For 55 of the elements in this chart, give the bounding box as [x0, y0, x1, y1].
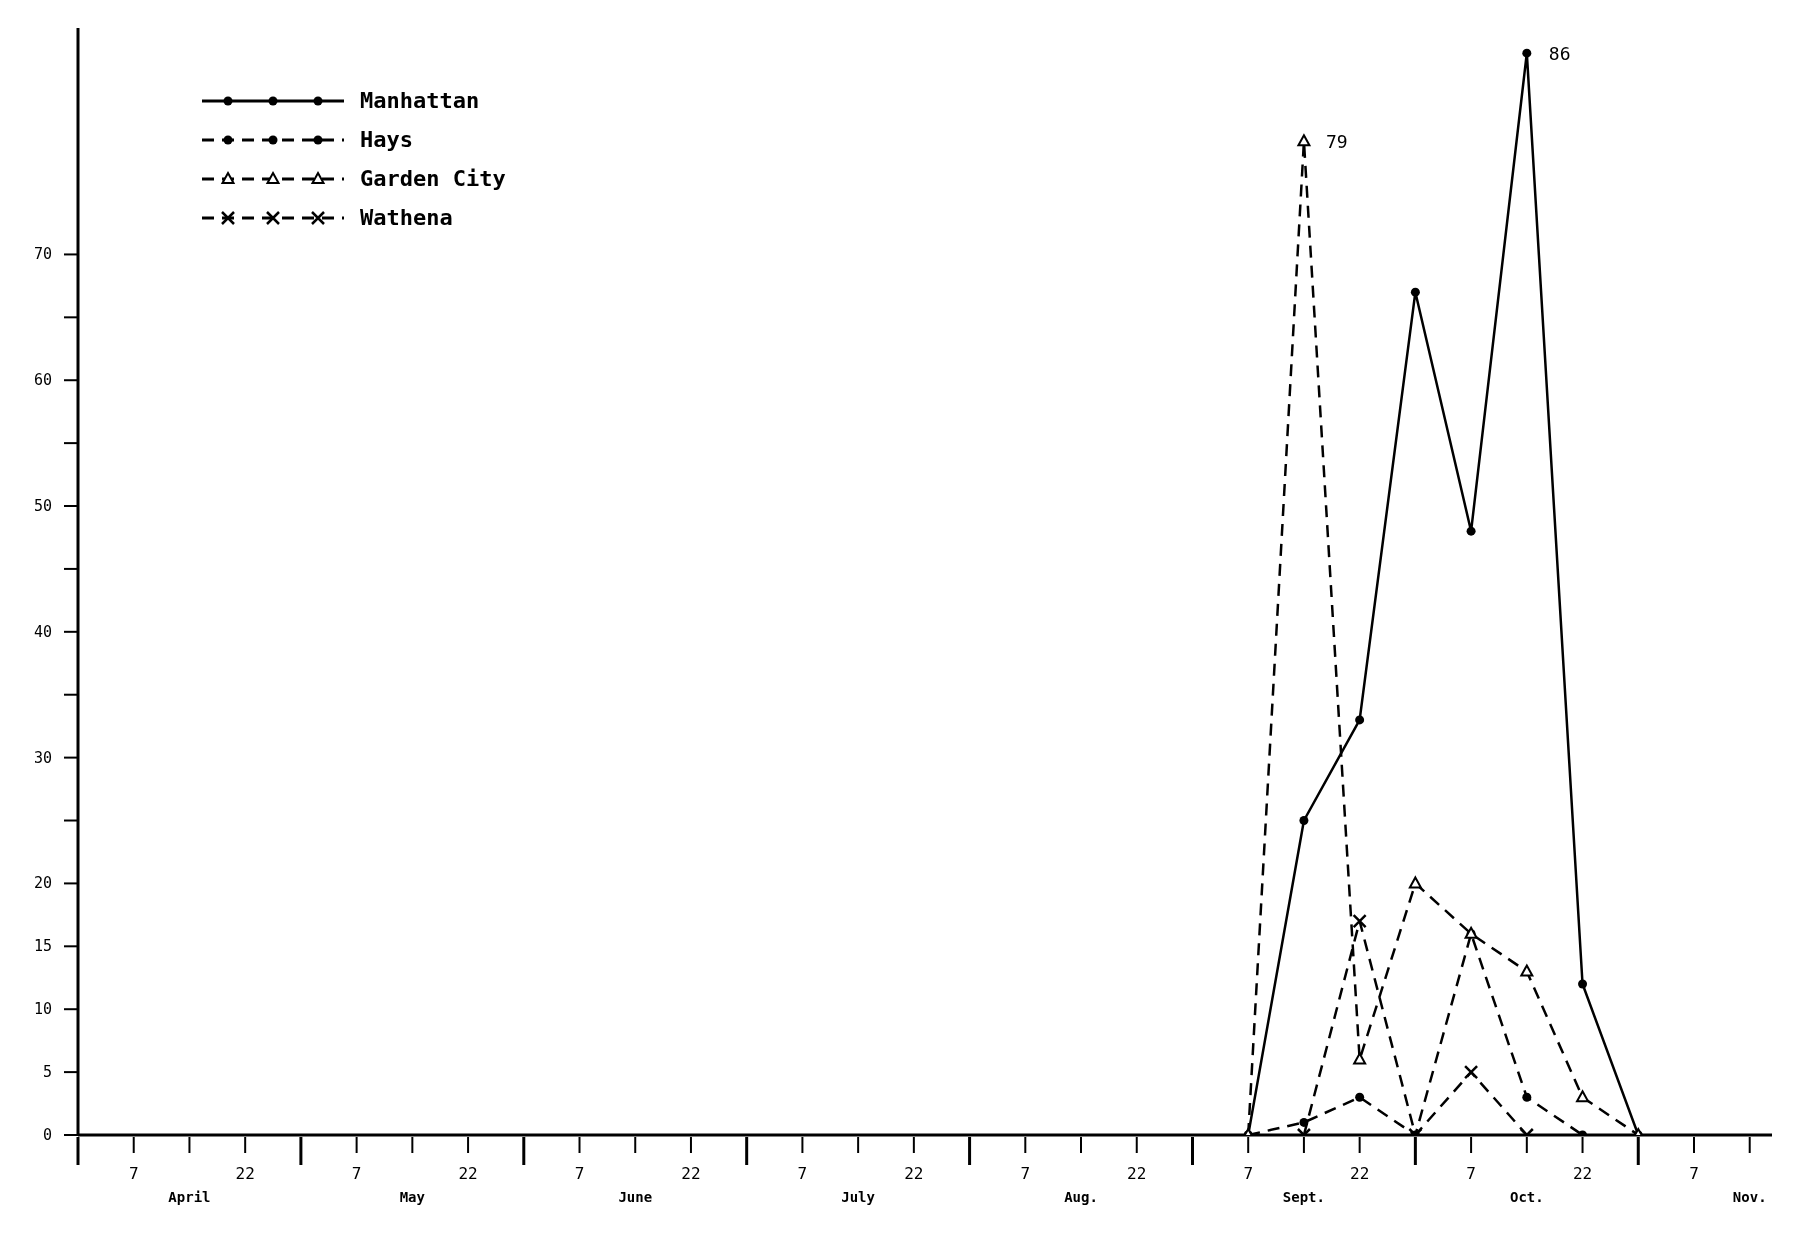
text: June: [617, 1189, 654, 1205]
point: [1522, 48, 1532, 58]
legend-label: Manhattan: [360, 88, 480, 113]
text: April: [167, 1189, 212, 1205]
x-tick-label: 7: [1020, 1164, 1031, 1183]
y-tick-label: 30: [33, 748, 52, 767]
y-tick-label: 40: [33, 622, 52, 641]
point: [1297, 134, 1311, 147]
text: Sept.: [1281, 1189, 1326, 1205]
text: July: [840, 1189, 876, 1205]
legend-label: Hays: [360, 127, 413, 152]
point: [1355, 715, 1365, 725]
point: [1352, 913, 1367, 929]
x-tick-label: 7: [1466, 1164, 1476, 1183]
x-tick-label: 22: [1127, 1164, 1147, 1183]
point: [1299, 816, 1309, 826]
annotation: 86: [1548, 42, 1571, 64]
point: [1576, 1090, 1590, 1103]
x-tick-label: 7: [128, 1164, 139, 1183]
point: [1410, 287, 1420, 297]
y-tick-label: 50: [33, 497, 52, 516]
x-tick-label: 22: [1572, 1164, 1593, 1183]
x-tick-label: 7: [574, 1164, 585, 1183]
point: [1355, 1092, 1365, 1102]
legend-label: Wathena: [360, 205, 453, 230]
text: Nov.: [1731, 1189, 1768, 1205]
point: [1520, 964, 1534, 977]
x-tick-label: 7: [1243, 1164, 1254, 1183]
point: [1522, 1092, 1532, 1102]
text: Aug.: [1063, 1189, 1099, 1205]
point: [1578, 979, 1588, 989]
point: [1353, 1052, 1367, 1065]
x-tick-label: 22: [681, 1164, 701, 1183]
y-tick-label: 10: [33, 1000, 52, 1019]
x-tick-label: 22: [1350, 1164, 1370, 1183]
point: [1463, 1064, 1479, 1080]
y-tick-label: 5: [42, 1063, 52, 1082]
x-tick-label: 22: [235, 1164, 255, 1183]
point: [1466, 526, 1476, 536]
y-tick-label: 60: [33, 371, 52, 390]
legend-label: Garden City: [360, 166, 506, 191]
y-tick-label: 70: [33, 245, 52, 264]
y-tick-label: 20: [33, 874, 52, 893]
text: May: [398, 1189, 426, 1205]
x-tick-label: 7: [351, 1164, 362, 1183]
x-tick-label: 7: [797, 1164, 808, 1183]
x-tick-label: 7: [1689, 1164, 1699, 1183]
y-tick-label: 0: [42, 1126, 52, 1144]
x-tick-label: 22: [904, 1164, 924, 1183]
point: [1299, 1117, 1309, 1127]
annotation: 79: [1325, 130, 1348, 152]
x-tick-label: 22: [458, 1164, 478, 1183]
y-tick-label: 15: [33, 937, 52, 956]
text: Oct.: [1508, 1189, 1545, 1205]
point: [1408, 876, 1422, 889]
